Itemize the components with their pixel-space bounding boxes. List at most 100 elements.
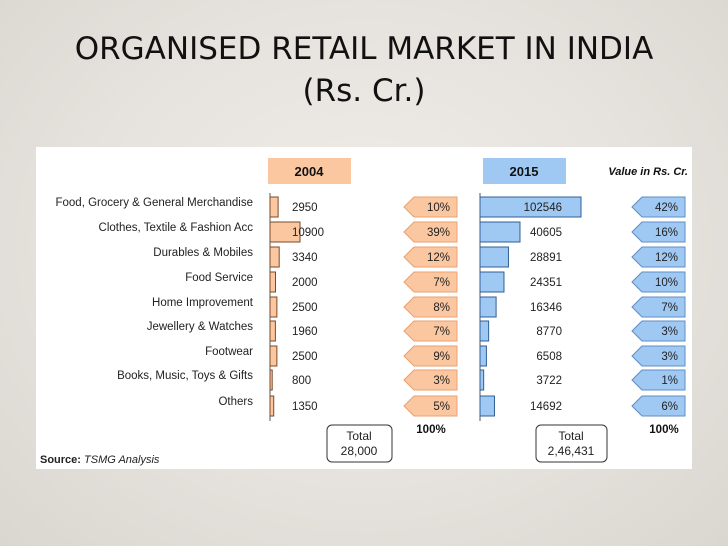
value-2004: 1350 xyxy=(292,401,318,413)
share-total-2015: 100% xyxy=(649,424,678,436)
title-line-2: (Rs. Cr.) xyxy=(302,73,426,109)
total-2004-box xyxy=(326,424,393,463)
total-2015-label: Total xyxy=(558,429,583,443)
category-label: Food, Grocery & General Merchandise xyxy=(55,197,253,209)
share-arrow-2004 xyxy=(403,196,458,218)
share-2015: 3% xyxy=(661,326,678,338)
bar-2015 xyxy=(479,320,490,342)
share-arrow-2004 xyxy=(403,345,458,367)
value-2015: 40605 xyxy=(530,227,562,239)
value-2004: 2000 xyxy=(292,277,318,289)
source-note: Source: TSMG Analysis xyxy=(40,454,159,466)
value-2015: 3722 xyxy=(536,375,562,387)
share-arrow-2015 xyxy=(631,369,686,391)
retail-chart: 2004 2015 Value in Rs. Cr. Food, Grocery & … xyxy=(55,158,688,463)
share-arrow-2015 xyxy=(631,271,686,293)
source-text: TSMG Analysis xyxy=(84,454,160,466)
value-2004: 2950 xyxy=(292,202,318,214)
bar-2015 xyxy=(479,395,495,417)
bar-2004 xyxy=(269,320,276,342)
value-2015: 14692 xyxy=(530,401,562,413)
share-2015: 1% xyxy=(661,375,678,387)
share-2004: 12% xyxy=(427,252,450,264)
share-2004: 3% xyxy=(433,375,450,387)
value-2015: 6508 xyxy=(536,351,562,363)
category-label: Home Improvement xyxy=(152,297,254,309)
share-arrow-2004 xyxy=(403,296,458,318)
slide-title: ORGANISED RETAIL MARKET IN INDIA (Rs. Cr… xyxy=(0,28,728,112)
bar-2004 xyxy=(269,196,279,218)
value-2004: 1960 xyxy=(292,326,318,338)
bar-2015 xyxy=(479,296,497,318)
share-arrow-2015 xyxy=(631,246,686,268)
total-2015-value: 2,46,431 xyxy=(548,444,595,458)
share-arrow-2004 xyxy=(403,271,458,293)
value-2015: 8770 xyxy=(536,326,562,338)
share-2015: 42% xyxy=(655,202,678,214)
header-2015-box xyxy=(483,158,566,184)
bar-2015 xyxy=(479,221,521,243)
share-arrow-2015 xyxy=(631,296,686,318)
share-2004: 8% xyxy=(433,302,450,314)
value-2004: 2500 xyxy=(292,302,318,314)
value-2004: 10900 xyxy=(292,227,324,239)
share-arrow-2015 xyxy=(631,395,686,417)
value-2015: 16346 xyxy=(530,302,562,314)
share-2004: 39% xyxy=(427,227,450,239)
share-2004: 9% xyxy=(433,351,450,363)
category-label: Clothes, Textile & Fashion Acc xyxy=(99,222,254,234)
share-2004: 5% xyxy=(433,401,450,413)
share-arrow-2015 xyxy=(631,320,686,342)
bar-2004 xyxy=(269,221,301,243)
category-label: Food Service xyxy=(185,272,253,284)
category-label: Footwear xyxy=(205,346,253,358)
share-2015: 6% xyxy=(661,401,678,413)
value-2015: 28891 xyxy=(530,252,562,264)
share-2004: 10% xyxy=(427,202,450,214)
category-label: Jewellery & Watches xyxy=(147,321,254,333)
value-2004: 2500 xyxy=(292,351,318,363)
bar-2015 xyxy=(479,246,509,268)
share-2004: 7% xyxy=(433,326,450,338)
bar-2004 xyxy=(269,369,273,391)
share-arrow-2015 xyxy=(631,196,686,218)
share-arrow-2004 xyxy=(403,320,458,342)
bar-2015 xyxy=(479,369,485,391)
bar-2015 xyxy=(479,196,582,218)
total-2004-value: 28,000 xyxy=(341,444,378,458)
category-label: Durables & Mobiles xyxy=(153,247,253,259)
bar-2004 xyxy=(269,271,277,293)
value-2004: 3340 xyxy=(292,252,318,264)
value-2015: 24351 xyxy=(530,277,562,289)
share-2015: 12% xyxy=(655,252,678,264)
chart-panel: 2004 2015 Value in Rs. Cr. Food, Grocery & … xyxy=(36,147,692,469)
share-2004: 7% xyxy=(433,277,450,289)
share-arrow-2015 xyxy=(631,345,686,367)
total-2004-label: Total xyxy=(346,429,371,443)
value-2004: 800 xyxy=(292,375,311,387)
category-label: Books, Music, Toys & Gifts xyxy=(117,370,253,382)
header-2004-box xyxy=(268,158,351,184)
share-arrow-2004 xyxy=(403,221,458,243)
header-2015-label: 2015 xyxy=(510,164,539,179)
bar-2004 xyxy=(269,246,280,268)
value-2015: 102546 xyxy=(524,202,562,214)
title-line-1: ORGANISED RETAIL MARKET IN INDIA xyxy=(74,31,654,67)
source-label: Source: xyxy=(40,454,81,466)
share-arrow-2015 xyxy=(631,221,686,243)
header-2004-label: 2004 xyxy=(295,164,325,179)
share-arrow-2004 xyxy=(403,369,458,391)
total-2015-box xyxy=(535,424,608,463)
bar-2015 xyxy=(479,345,487,367)
share-total-2004: 100% xyxy=(416,424,445,436)
share-2015: 10% xyxy=(655,277,678,289)
share-2015: 7% xyxy=(661,302,678,314)
bar-2004 xyxy=(269,345,278,367)
value-note: Value in Rs. Cr. xyxy=(608,166,688,178)
share-arrow-2004 xyxy=(403,246,458,268)
share-2015: 16% xyxy=(655,227,678,239)
bar-2004 xyxy=(269,296,278,318)
category-label: Others xyxy=(218,396,253,408)
bar-2015 xyxy=(479,271,505,293)
bar-2004 xyxy=(269,395,275,417)
